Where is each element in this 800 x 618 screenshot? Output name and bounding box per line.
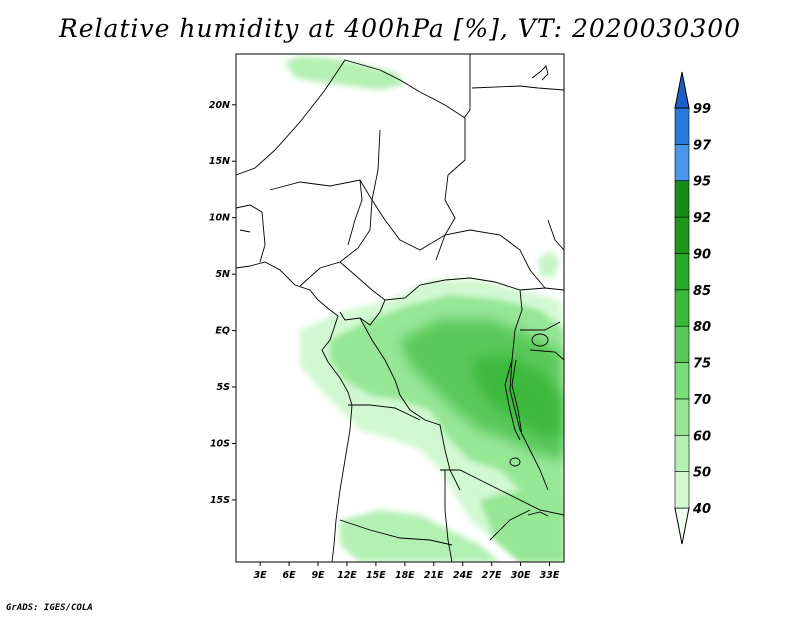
- humidity-field: [285, 56, 564, 562]
- lon-tick-label: 15E: [366, 570, 386, 581]
- humidity-region-peak: [470, 355, 562, 440]
- border-line: [236, 204, 266, 263]
- colorbar-label: 95: [693, 175, 711, 190]
- lat-tick-label: 5S: [217, 382, 231, 393]
- colorbar-max-triangle: [674, 71, 690, 109]
- lat-tick-label: 10S: [210, 438, 230, 449]
- colorbar-label: 99: [693, 102, 711, 117]
- lon-tick-label: 33E: [540, 570, 560, 581]
- colorbar-box: [674, 253, 690, 291]
- colorbar-label: 70: [693, 393, 711, 408]
- colorbar-label: 40: [692, 502, 711, 517]
- border-line: [339, 299, 386, 326]
- border-line: [435, 229, 546, 289]
- lake: [504, 359, 521, 441]
- latitude-axis: 20N 15N 10N 5N EQ 5S 10S 15S: [209, 100, 236, 506]
- border-line: [371, 129, 381, 201]
- border-line: [463, 54, 471, 119]
- lake: [527, 511, 549, 517]
- grads-credit: GrADS: IGES/COLA: [6, 603, 93, 613]
- lat-tick-label: EQ: [215, 326, 230, 337]
- border-line: [371, 199, 446, 251]
- lake: [531, 333, 549, 347]
- border-line: [529, 349, 564, 361]
- lon-tick-label: 24E: [453, 570, 473, 581]
- humidity-region-south: [340, 510, 500, 562]
- colorbar-min-triangle: [674, 507, 690, 545]
- lon-tick-label: 27E: [482, 570, 502, 581]
- lake: [511, 359, 523, 436]
- border-line: [520, 321, 561, 331]
- lat-tick-label: 15S: [210, 495, 230, 506]
- border-line: [471, 85, 564, 91]
- lon-tick-label: 30E: [511, 570, 531, 581]
- colorbar-label: 75: [693, 357, 711, 372]
- colorbar-label: 97: [693, 138, 712, 153]
- colorbar-box: [674, 471, 690, 509]
- humidity-region-east: [538, 250, 560, 278]
- border-line: [344, 59, 466, 119]
- border-line: [348, 404, 421, 421]
- border-line: [444, 118, 466, 236]
- border-line: [547, 219, 564, 251]
- coastline: [531, 65, 549, 81]
- border-line: [347, 179, 363, 246]
- lon-tick-label: 12E: [337, 570, 357, 581]
- lat-tick-label: 10N: [209, 213, 230, 224]
- humidity-region-north: [285, 56, 405, 90]
- border-line: [339, 261, 564, 301]
- map-frame: [235, 53, 565, 563]
- border-line: [269, 179, 373, 287]
- colorbar-label: 92: [693, 211, 711, 226]
- colorbar-box: [674, 216, 690, 254]
- colorbar-box: [674, 398, 690, 436]
- lat-tick-label: 20N: [209, 100, 230, 111]
- longitude-axis: 3E 6E 9E 12E 15E 18E 21E 24E 27E 30E 33E: [254, 562, 560, 581]
- border-line: [359, 317, 461, 491]
- lon-tick-label: 21E: [424, 570, 444, 581]
- lon-tick-label: 6E: [283, 570, 297, 581]
- lon-tick-label: 9E: [311, 570, 325, 581]
- colorbar-label: 85: [693, 284, 711, 299]
- chart-title: Relative humidity at 400hPa [%], VT: 202…: [58, 14, 742, 43]
- colorbar-label: 90: [693, 247, 711, 262]
- lon-tick-label: 3E: [254, 570, 268, 581]
- colorbar-label: 80: [693, 320, 711, 335]
- humidity-region-southeast: [480, 485, 564, 562]
- lake: [509, 457, 521, 467]
- lon-tick-label: 18E: [395, 570, 415, 581]
- border-line: [509, 289, 549, 491]
- colorbar-box: [674, 289, 690, 327]
- colorbar-box: [674, 434, 690, 472]
- colorbar-label: 60: [693, 429, 711, 444]
- colorbar-box: [674, 180, 690, 218]
- lat-tick-label: 5N: [215, 269, 230, 280]
- colorbar-box: [674, 325, 690, 363]
- border-line: [339, 519, 453, 546]
- colorbar-box: [674, 144, 690, 182]
- border-line: [489, 509, 531, 541]
- border-line: [444, 470, 453, 562]
- colorbar-box: [674, 362, 690, 400]
- colorbar: 40 50 60 70 75 80 85 90 92 95 97 99: [674, 71, 712, 545]
- country-borders: [236, 54, 564, 562]
- border-line: [440, 469, 564, 516]
- border-line: [239, 229, 251, 233]
- coastline: [236, 261, 353, 562]
- lat-tick-label: 15N: [209, 156, 230, 167]
- colorbar-box: [674, 107, 690, 145]
- colorbar-label: 50: [693, 466, 711, 481]
- border-line: [236, 59, 346, 176]
